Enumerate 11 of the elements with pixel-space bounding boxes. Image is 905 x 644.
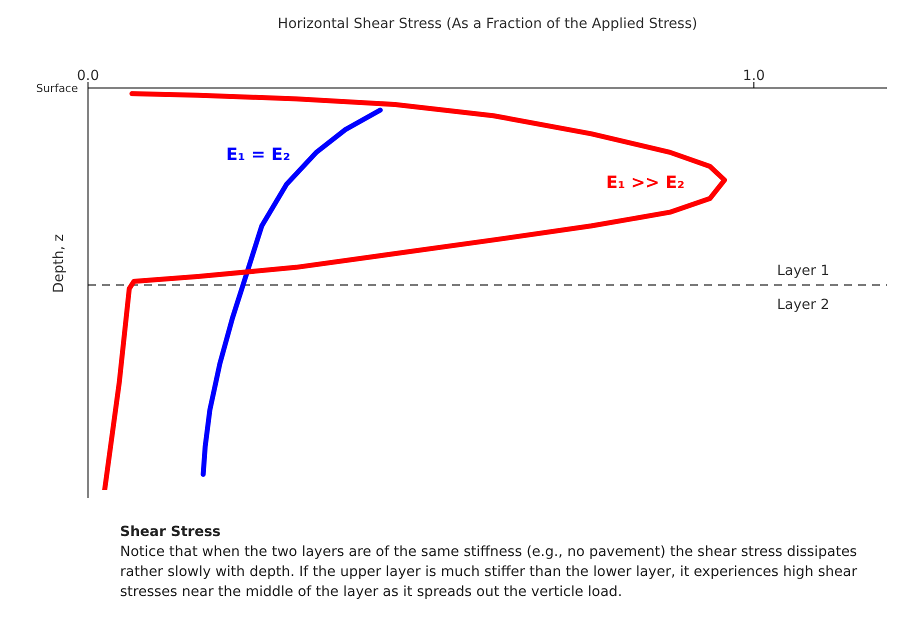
x-tick-label: 0.0 <box>76 68 100 84</box>
text: Shear Stress <box>120 523 222 542</box>
text: Surface <box>36 82 78 95</box>
y-axis-title: Depth, z <box>50 234 67 293</box>
text: Notice that when the two layers are of the same stiffness (e.g., no pavement) the shear stress dissipates rather slowly with depth. If the upper layer is much stiffer than the lower layer, it experiences high shear stresses near the middle of the layer as it spreads out the verticle load. <box>120 543 858 602</box>
x-axis-title: Horizontal Shear Stress (As a Fraction of the Applied Stress) <box>278 16 698 32</box>
x-tick-label: 1.0 <box>742 68 765 84</box>
ref-line-label: Layer 1 <box>777 262 830 279</box>
series-label: E₁ >> E₂ <box>606 173 685 194</box>
series-label: E₁ = E₂ <box>226 145 290 166</box>
annotation: Layer 2 <box>777 296 830 313</box>
